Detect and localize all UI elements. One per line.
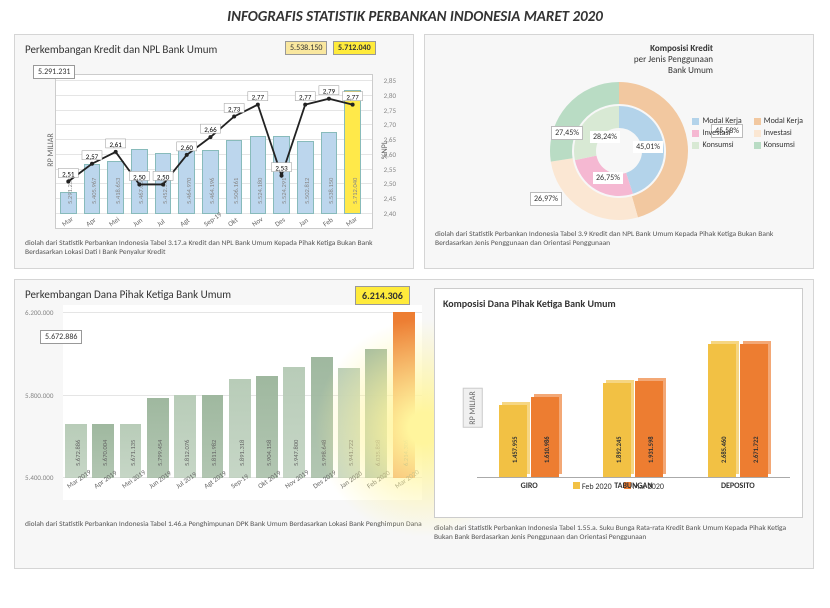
svg-text:2,77: 2,77	[346, 93, 359, 102]
legend-outer: Modal KerjaInvestasiKonsumsi	[754, 116, 803, 150]
d-lbl-i3: 26,75%	[593, 172, 623, 184]
svg-text:2,73: 2,73	[228, 104, 241, 113]
d-lbl-i1: 28,24%	[590, 131, 620, 143]
chart2-title: Komposisi Kredit	[435, 43, 713, 54]
chart4-area: RP MILIAR 1.457.9551.610.986GIRO1.892.24…	[477, 318, 790, 478]
chart1-callout-right: 5.712.040	[333, 41, 376, 55]
chart4-wrap: Komposisi Dana Pihak Ketiga Bank Umum RP…	[434, 288, 803, 560]
svg-text:2,66: 2,66	[204, 125, 217, 134]
svg-text:2,50: 2,50	[133, 172, 146, 181]
svg-text:2,50: 2,50	[157, 172, 170, 181]
svg-text:2,57: 2,57	[86, 152, 99, 161]
top-row: Perkembangan Kredit dan NPL Bank Umum RP…	[14, 34, 816, 269]
chart3-footnote: diolah dari Statistik Perbankan Indonesi…	[25, 520, 424, 529]
svg-text:2,61: 2,61	[109, 140, 122, 149]
svg-text:2,79: 2,79	[323, 87, 336, 96]
chart1-footnote: diolah dari Statistik Perbankan Indonesi…	[25, 239, 403, 257]
d-lbl-1: 27,45%	[551, 126, 583, 140]
d-lbl-3: 26,97%	[530, 192, 562, 206]
chart3-callout-right: 6.214.306	[355, 286, 410, 305]
chart4-ylabel: RP MILIAR	[463, 388, 483, 428]
donut-wrap: 27,45% 45,58% 26,97% 28,24% 45,01% 26,75…	[435, 76, 803, 226]
svg-text:2,51: 2,51	[62, 169, 75, 178]
chart2-panel: Komposisi Kredit per Jenis Penggunaan Ba…	[424, 34, 814, 269]
chart4-footnote: diolah dari Statistik Perbankan Indonesi…	[434, 524, 803, 542]
chart2-footnote: diolah dari Statistik Perbankan Indonesi…	[435, 230, 803, 248]
chart1-callout-mid: 5.538.150	[285, 41, 327, 55]
svg-text:2,60: 2,60	[181, 143, 194, 152]
chart1-area: RP MILIAR %NPL 2,402,452,502,552,602,652…	[55, 74, 373, 229]
donut-chart	[549, 81, 689, 221]
chart1-y1-label: RP MILIAR	[46, 133, 56, 167]
chart2-sub1: per Jenis Penggunaan	[435, 54, 713, 65]
chart2-sub2: Bank Umum	[435, 65, 713, 76]
d-lbl-i2: 45,01%	[633, 141, 663, 153]
chart1-panel: Perkembangan Kredit dan NPL Bank Umum RP…	[14, 34, 414, 269]
svg-text:2,77: 2,77	[299, 93, 312, 102]
main-title: INFOGRAFIS STATISTIK PERBANKAN INDONESIA…	[14, 8, 816, 26]
svg-text:2,53: 2,53	[275, 164, 288, 173]
bottom-panel: Perkembangan Dana Pihak Ketiga Bank Umum…	[14, 279, 814, 569]
svg-text:2,77: 2,77	[252, 93, 265, 102]
chart3-callout-left: 5.672.886	[40, 330, 82, 344]
legend-inner: Modal KerjaInvestasiKonsumsi	[692, 116, 741, 150]
chart4-title: Komposisi Dana Pihak Ketiga Bank Umum	[443, 297, 794, 310]
chart1-callout-left: 5.291.231	[33, 65, 75, 79]
